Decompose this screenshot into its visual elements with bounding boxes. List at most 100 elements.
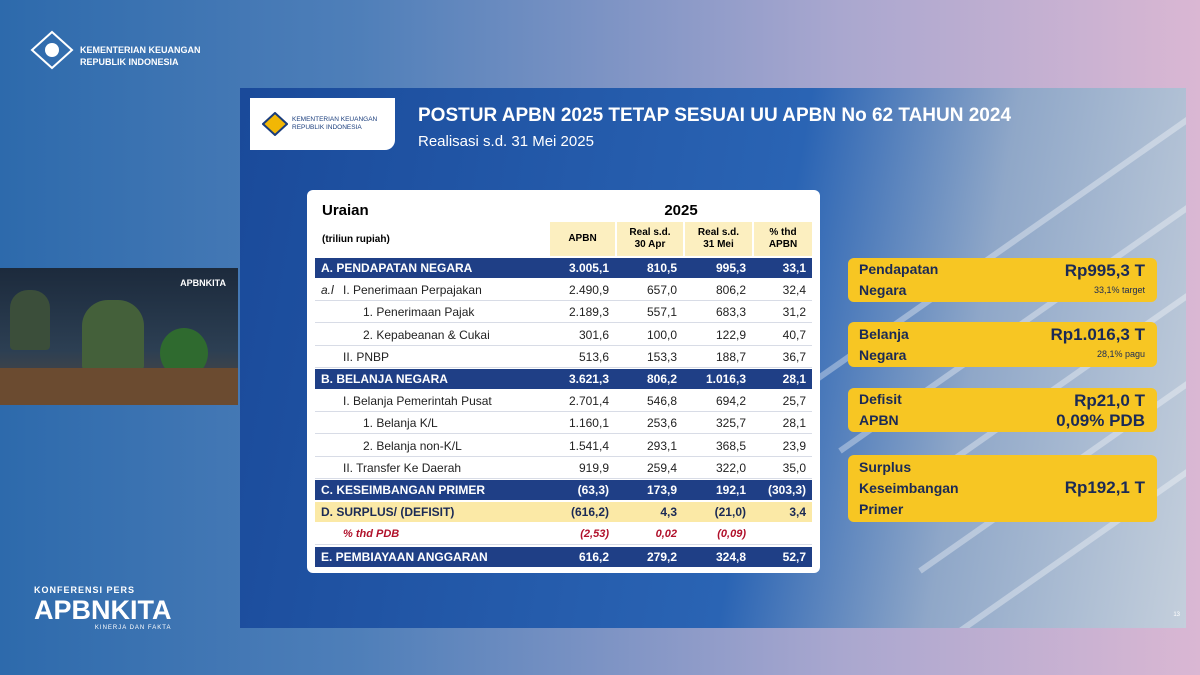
cell-value: 2.189,3 xyxy=(568,305,609,320)
row-marker: a.l xyxy=(321,283,334,298)
year: 2025 xyxy=(664,202,698,219)
card-label: Defisit APBN xyxy=(859,388,902,432)
cell-value: 279,2 xyxy=(646,549,677,564)
cell-value: 4,3 xyxy=(660,505,677,520)
page-number: 13 xyxy=(1173,612,1180,618)
cell-value: 995,3 xyxy=(715,261,746,275)
table-row: 1. Belanja K/L 1.160,1 253,6 325,7 28,1 xyxy=(315,413,812,435)
table-row: a.l I. Penerimaan Perpajakan 2.490,9 657,0 8… xyxy=(315,280,812,302)
cell-value: 28,1 xyxy=(782,416,806,431)
cell-value: 2.490,9 xyxy=(568,283,609,298)
column-header-line: Real s.d. xyxy=(697,227,740,238)
cell-value: 806,2 xyxy=(715,283,746,298)
cell-value: 557,1 xyxy=(646,305,677,320)
row-label: 2. Kepabeanan & Cukai xyxy=(363,327,490,342)
cell-value: 1.016,3 xyxy=(705,372,746,386)
column-header: Real s.d. 30 Apr xyxy=(617,222,683,256)
cell-value: 153,3 xyxy=(646,349,677,364)
person xyxy=(82,300,144,370)
row-rule xyxy=(315,411,812,413)
video-logo: APBNKITA xyxy=(180,278,226,288)
cell-value: 810,5 xyxy=(646,261,677,275)
cell-value: (63,3) xyxy=(577,483,609,497)
column-header-line: % thd xyxy=(769,227,797,238)
row-label: E. PEMBIAYAAN ANGGARAN xyxy=(321,549,488,564)
cell-value: 28,1 xyxy=(782,372,806,386)
cell-value: 259,4 xyxy=(646,460,677,475)
row-rule xyxy=(315,455,812,457)
cell-value: 293,1 xyxy=(646,438,677,453)
card-label-line: Pendapatan xyxy=(859,261,939,277)
cell-value: 173,9 xyxy=(646,483,677,497)
row-label: A. PENDAPATAN NEGARA xyxy=(321,261,473,275)
cell-value: 616,2 xyxy=(578,549,609,564)
unit: (triliun rupiah) xyxy=(322,234,390,245)
row-label: I. Belanja Pemerintah Pusat xyxy=(343,394,492,409)
cell-value: 52,7 xyxy=(782,549,806,564)
card-note: 28,1% pagu xyxy=(1096,349,1145,359)
slide-logo: KEMENTERIAN KEUANGAN REPUBLIK INDONESIA xyxy=(250,98,395,150)
row-rule xyxy=(315,477,812,479)
label-header: Uraian xyxy=(322,202,369,219)
table-row: II. PNBP 513,6 153,3 188,7 36,7 xyxy=(315,347,812,368)
emblem xyxy=(262,112,288,136)
cell-value: 657,0 xyxy=(646,283,677,298)
card-label-line: Primer xyxy=(859,501,904,517)
tagline: KINERJA DAN FAKTA xyxy=(94,625,172,631)
cell-value: 40,7 xyxy=(782,327,806,342)
card-label-line: Belanja xyxy=(859,325,909,342)
card-label-line: Keseimbangan xyxy=(859,480,959,496)
cell-value: 325,7 xyxy=(715,416,746,431)
row-label: 2. Belanja non-K/L xyxy=(363,438,462,453)
cell-value: 301,6 xyxy=(578,327,609,342)
card-value: Rp995,3 T xyxy=(1064,261,1145,280)
cell-value: 806,2 xyxy=(646,372,677,386)
table-row: 2. Belanja non-K/L 1.541,4 293,1 368,5 23,9 xyxy=(315,436,812,457)
ministry-name: KEMENTERIAN KEUANGAN xyxy=(292,116,378,123)
cell-value: 919,9 xyxy=(578,460,609,475)
cell-value: 513,6 xyxy=(578,349,609,364)
slide-title: POSTUR APBN 2025 TETAP SESUAI UU APBN No… xyxy=(418,105,1012,126)
card-label-line: Defisit xyxy=(859,391,902,407)
slide: KEMENTERIAN KEUANGAN REPUBLIK INDONESIA … xyxy=(240,88,1186,628)
table-row: I. Belanja Pemerintah Pusat 2.701,4 546,8 6… xyxy=(315,391,812,413)
slide-subtitle: Realisasi s.d. 31 Mei 2025 xyxy=(418,133,594,150)
row-label: 1. Belanja K/L xyxy=(363,416,438,431)
card-value: Rp192,1 T xyxy=(1064,477,1145,497)
cell-value: 322,0 xyxy=(715,460,746,475)
row-label: II. Transfer Ke Daerah xyxy=(343,460,462,475)
cell-value: (0,09) xyxy=(717,528,746,541)
row-label: B. BELANJA NEGARA xyxy=(321,372,448,386)
republic-name: REPUBLIK INDONESIA xyxy=(80,57,179,67)
row-rule xyxy=(315,366,812,368)
card-label-line: APBN xyxy=(859,412,899,428)
card-note: 0,09% PDB xyxy=(1056,411,1145,430)
summary-card: Defisit APBN Rp21,0 T 0,09% PDB xyxy=(848,388,1157,432)
cell-value: 1.160,1 xyxy=(568,416,609,431)
cell-value: 324,8 xyxy=(715,549,746,564)
table-row: D. SURPLUS/ (DEFISIT) (616,2) 4,3 (21,0) 3,4 xyxy=(315,502,812,523)
column-header-line: 30 Apr xyxy=(634,239,666,250)
column-header-line: APBN xyxy=(568,233,597,244)
cell-value: 33,1 xyxy=(782,261,806,275)
cell-value: 122,9 xyxy=(715,327,746,342)
cell-value: 192,1 xyxy=(715,483,746,497)
cell-value: 25,7 xyxy=(782,394,806,409)
cell-value: 31,2 xyxy=(782,305,806,320)
row-label: I. Penerimaan Perpajakan xyxy=(343,283,482,298)
cell-value: (21,0) xyxy=(714,505,746,520)
table-row: A. PENDAPATAN NEGARA 3.005,1 810,5 995,3 33,… xyxy=(315,258,812,278)
cell-value: 3,4 xyxy=(789,505,806,520)
card-label-line: Negara xyxy=(859,282,907,298)
video-feed: APBNKITA xyxy=(0,268,238,405)
cell-value: (616,2) xyxy=(570,505,609,520)
cell-value: (2,53) xyxy=(580,528,609,541)
card-label-line: Negara xyxy=(859,346,907,363)
cell-value: 694,2 xyxy=(715,394,746,409)
summary-card: Pendapatan Negara Rp995,3 T 33,1% target xyxy=(848,258,1157,302)
cell-value: 683,3 xyxy=(715,305,746,320)
cell-value: 546,8 xyxy=(646,394,677,409)
cell-value: 3.005,1 xyxy=(568,261,609,275)
table-row: 2. Kepabeanan & Cukai 301,6 100,0 122,9 40,7 xyxy=(315,325,812,346)
